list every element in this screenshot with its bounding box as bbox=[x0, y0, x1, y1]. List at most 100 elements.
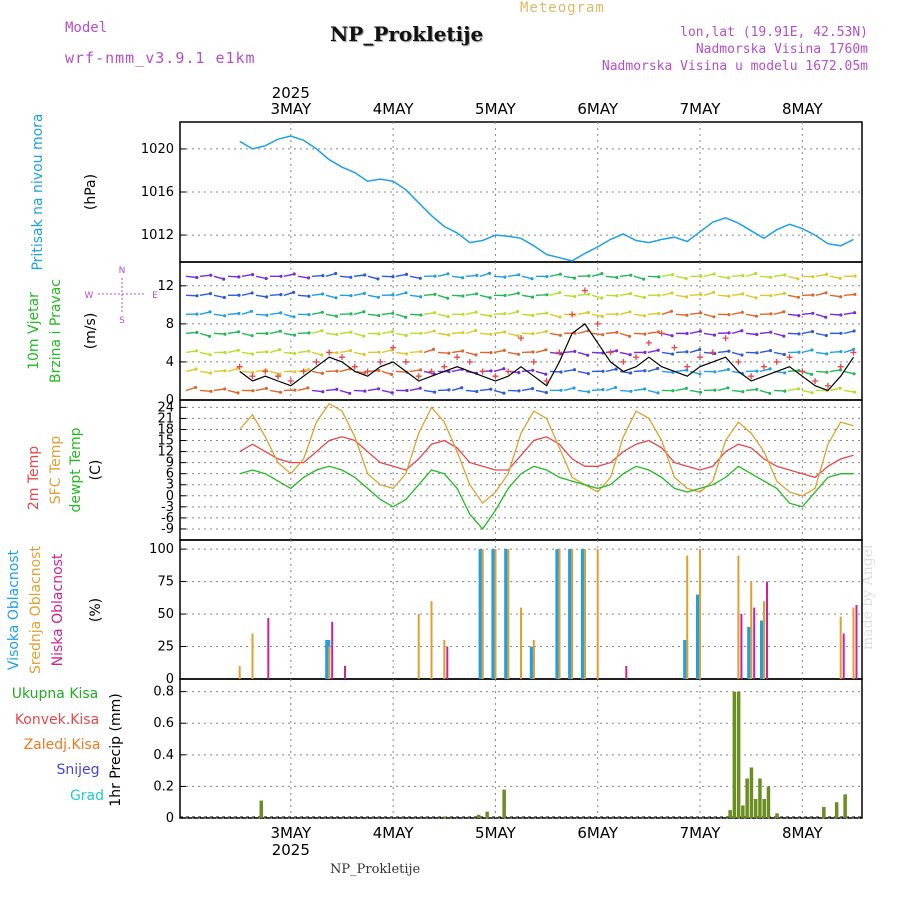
wind-arrow bbox=[437, 389, 449, 392]
wind-arrow-head bbox=[544, 329, 549, 333]
wind-arrow-head bbox=[279, 293, 283, 297]
wind-arrow bbox=[367, 294, 379, 298]
wind-arrow bbox=[227, 367, 238, 373]
wind-arrow bbox=[227, 349, 239, 354]
y-tick-label: 0 bbox=[166, 672, 174, 687]
wind-arrow bbox=[759, 349, 771, 354]
wind-arrow bbox=[759, 389, 770, 394]
y-tick-label: 75 bbox=[157, 575, 174, 590]
wind-arrow-head bbox=[810, 348, 814, 352]
wind-arrow-head bbox=[418, 386, 422, 390]
wind-arrow bbox=[717, 294, 729, 297]
wind-arrow bbox=[451, 368, 463, 373]
wind-arrow bbox=[661, 351, 673, 355]
wind-arrow bbox=[773, 332, 784, 337]
cloud-high-bar bbox=[696, 594, 701, 679]
wind-arrow-head bbox=[236, 391, 240, 395]
cloud-high-bar bbox=[504, 549, 510, 679]
wind-arrow bbox=[675, 313, 687, 316]
wind-arrow-head bbox=[489, 314, 493, 318]
wind-arrow-head bbox=[362, 291, 366, 295]
precip-bar bbox=[834, 802, 839, 818]
wind-arrow-head bbox=[362, 352, 366, 357]
station-title: NP_Prokletije bbox=[330, 22, 484, 46]
wind-arrow bbox=[787, 275, 799, 280]
wind-axis-title-1: 10m Vjetar bbox=[26, 292, 42, 370]
lonlat-text: lon,lat (19.91E, 42.53N) bbox=[680, 25, 868, 40]
wind-arrow bbox=[759, 368, 771, 373]
wind-arrow bbox=[199, 274, 211, 277]
wind-arrow bbox=[829, 294, 841, 298]
wind-arrow-head bbox=[851, 347, 856, 351]
day-label-bottom: 4MAY bbox=[373, 824, 415, 842]
wind-arrow bbox=[353, 311, 365, 316]
wind-arrow bbox=[199, 351, 211, 356]
wind-arrow-head bbox=[502, 348, 506, 352]
wind-arrow-head bbox=[657, 311, 661, 316]
wind-arrow bbox=[409, 294, 421, 298]
wind-arrow-head bbox=[838, 386, 842, 390]
wind-arrow-head bbox=[642, 277, 646, 281]
cloud-low-bar bbox=[331, 621, 334, 679]
wind-arrow bbox=[563, 294, 575, 298]
wind-arrow bbox=[591, 294, 602, 299]
wind-gust-point bbox=[300, 368, 307, 375]
wind-arrow-head bbox=[769, 312, 773, 316]
wind-arrow bbox=[241, 332, 253, 337]
wind-arrow-head bbox=[250, 334, 254, 338]
wind-arrow bbox=[353, 274, 365, 277]
wind-arrow-head bbox=[783, 371, 787, 375]
y-tick-label: 0.4 bbox=[153, 748, 174, 763]
wind-arrow-head bbox=[558, 333, 563, 337]
wind-arrow bbox=[213, 370, 225, 373]
wind-arrow bbox=[591, 332, 603, 336]
wind-arrow-head bbox=[405, 388, 409, 393]
wind-arrow bbox=[185, 275, 197, 279]
wind-arrow-head bbox=[615, 330, 619, 334]
wind-arrow bbox=[395, 332, 407, 337]
wind-arrow-head bbox=[669, 309, 674, 313]
wind-arrow-head bbox=[643, 387, 647, 391]
wind-arrow bbox=[255, 313, 267, 316]
wind-arrow-head bbox=[348, 349, 353, 353]
wind-arrow bbox=[689, 348, 700, 354]
y-tick-label: 1012 bbox=[141, 228, 174, 243]
wind-arrow-head bbox=[531, 350, 535, 354]
wind-arrow bbox=[619, 370, 631, 374]
wind-arrow-head bbox=[839, 368, 843, 372]
wind-arrow-head bbox=[251, 370, 255, 374]
wind-arrow-head bbox=[824, 315, 828, 319]
wind-arrow bbox=[185, 386, 196, 392]
y-tick-label: 15 bbox=[157, 434, 174, 449]
wind-arrow-head bbox=[838, 276, 842, 280]
wind-arrow-head bbox=[657, 275, 661, 279]
wind-arrow bbox=[353, 351, 365, 356]
cloud-low-bar bbox=[842, 633, 845, 679]
wind-gust-point bbox=[262, 368, 269, 375]
compass-w: W bbox=[85, 291, 94, 301]
wind-arrow-head bbox=[447, 388, 451, 392]
wind-arrow-head bbox=[530, 387, 535, 391]
wind-arrow-head bbox=[657, 330, 661, 334]
day-label-top: 3MAY bbox=[270, 100, 312, 118]
wind-arrow-head bbox=[755, 351, 759, 355]
wind-arrow bbox=[437, 313, 449, 318]
wind-arrow-head bbox=[713, 388, 717, 392]
wind-arrow-head bbox=[797, 314, 801, 318]
wind-gust-point bbox=[492, 373, 499, 380]
wind-arrow-head bbox=[670, 291, 674, 295]
wind-arrow bbox=[269, 348, 280, 354]
wind-arrow-head bbox=[769, 294, 773, 298]
wind-arrow-head bbox=[824, 291, 828, 295]
wind-arrow-head bbox=[237, 275, 241, 279]
wind-arrow-head bbox=[293, 388, 297, 392]
wind-arrow-head bbox=[853, 274, 857, 278]
wind-arrow-head bbox=[769, 275, 773, 279]
wind-arrow-head bbox=[811, 311, 815, 315]
cloud-mid-bar bbox=[494, 549, 497, 679]
wind-arrow-head bbox=[208, 310, 212, 314]
wind-gust-point bbox=[466, 358, 473, 365]
wind-arrow bbox=[437, 273, 449, 277]
wind-arrow bbox=[815, 273, 827, 277]
wind-arrow-head bbox=[727, 331, 731, 335]
